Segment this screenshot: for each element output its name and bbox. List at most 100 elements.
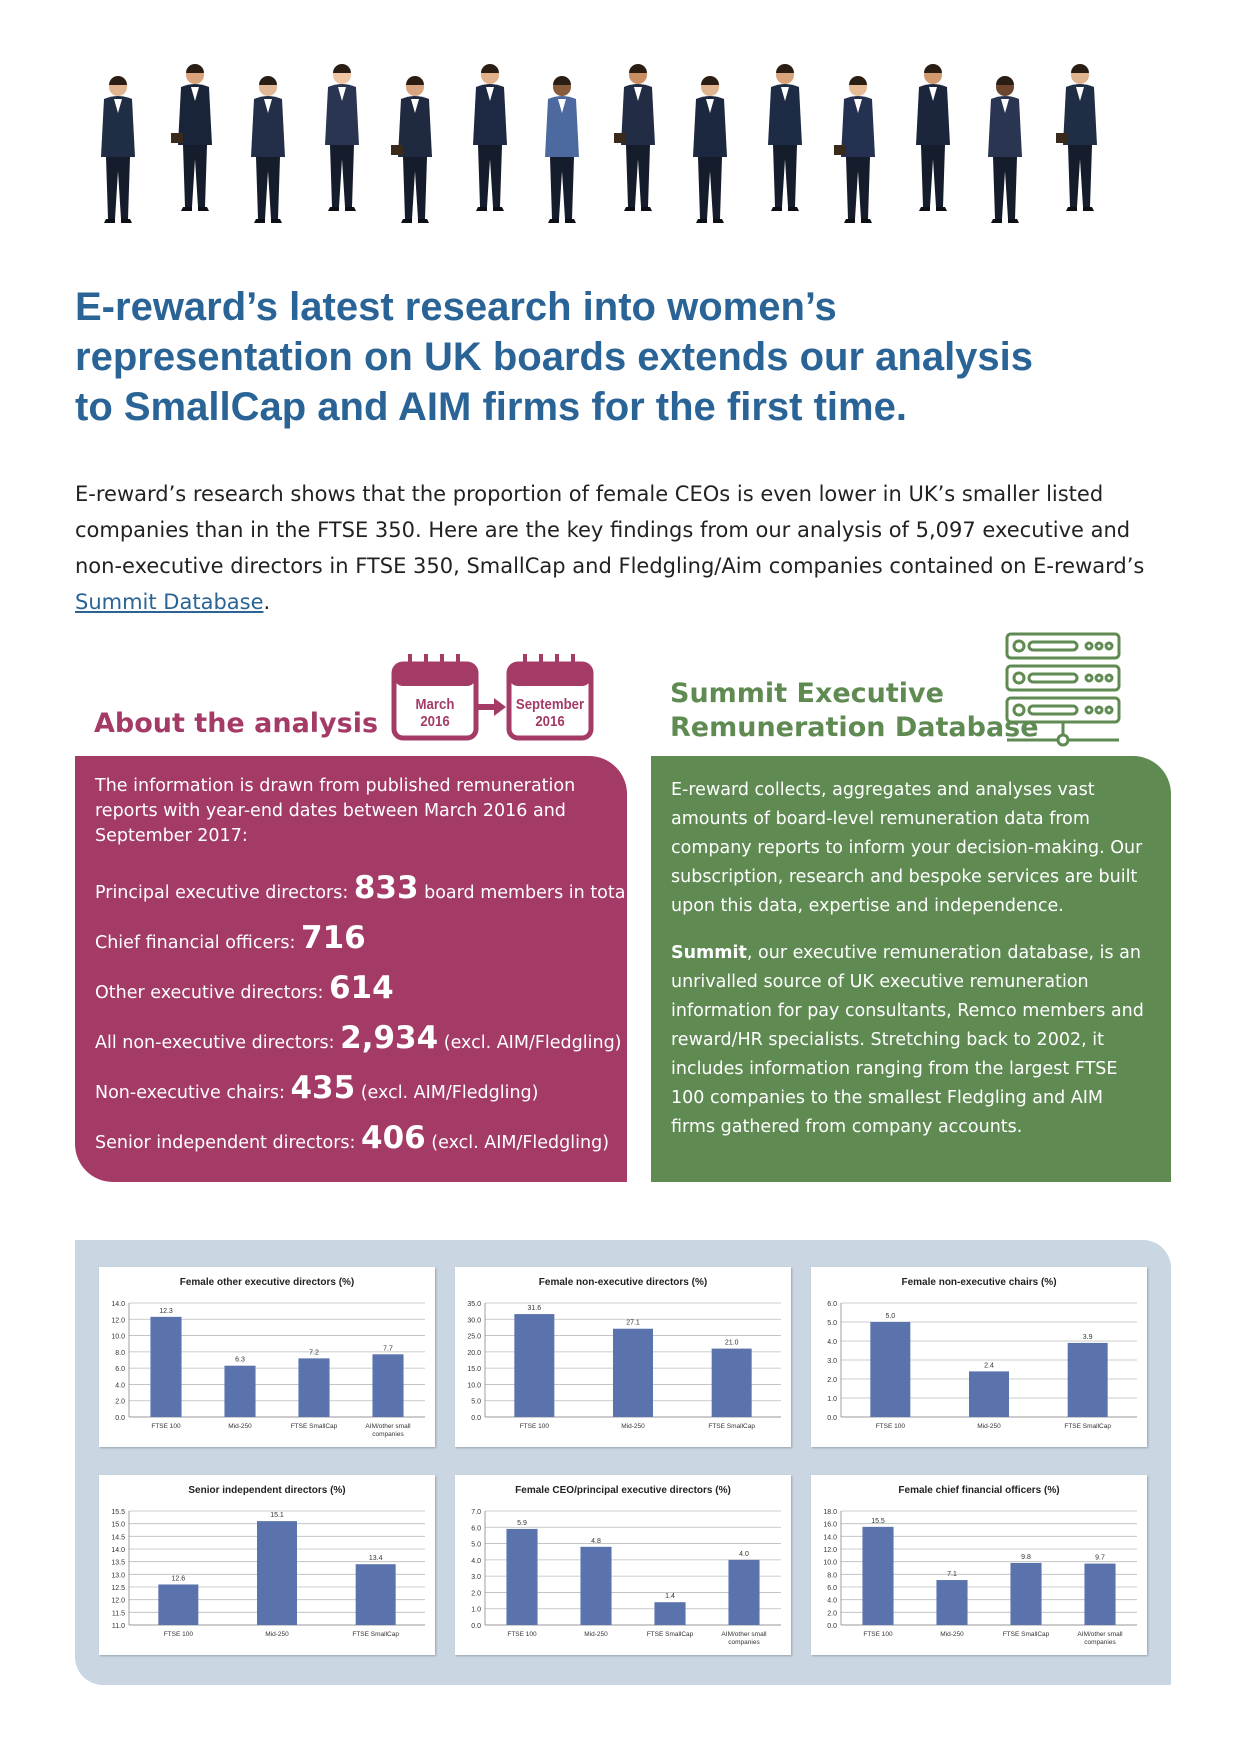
bar-ftse-smallcap [1010, 1562, 1042, 1625]
business-person-figure [834, 76, 875, 223]
x-tick-label: FTSE 100 [507, 1631, 537, 1638]
y-tick-label: 6.0 [471, 1525, 481, 1532]
chart-title: Female non-executive chairs (%) [901, 1277, 1056, 1288]
y-tick-label: 4.0 [471, 1558, 481, 1565]
y-tick-label: 2.0 [471, 1590, 481, 1597]
y-tick-label: 6.0 [827, 1585, 837, 1592]
bar-mid-250 [936, 1580, 968, 1625]
bar-ftse-smallcap [1067, 1342, 1108, 1417]
business-person-figure [251, 76, 285, 223]
summit-database-link[interactable]: Summit Database [75, 590, 264, 614]
summit-paragraph-2: Summit, our executive remuneration datab… [671, 943, 1144, 1137]
chart-title: Female CEO/principal executive directors… [515, 1485, 731, 1496]
y-tick-label: 12.0 [111, 1317, 125, 1324]
chart-female-chief-financial-officers: Female chief financial officers (%) 0.0 2.… [811, 1475, 1147, 1655]
y-tick-label: 13.0 [111, 1572, 125, 1579]
summit-database-box: E-reward collects, aggregates and analys… [651, 756, 1171, 1182]
business-person-figure [171, 64, 212, 211]
arrow-right-icon [478, 698, 506, 716]
data-label: 6.3 [235, 1357, 245, 1364]
chart-female-non-executive-chairs: Female non-executive chairs (%) 0.0 1.0 2.0… [811, 1267, 1147, 1447]
business-person-figure [473, 64, 507, 211]
data-label: 31.6 [528, 1305, 542, 1312]
y-tick-label: 14.0 [823, 1534, 837, 1541]
database-server-icon [1005, 632, 1121, 747]
x-tick-label: FTSE SmallCap [647, 1631, 694, 1638]
stat-other-executive-directors: Other executive directors: 614 [95, 970, 394, 1006]
bar-ftse-100 [514, 1314, 555, 1417]
y-tick-label: 6.0 [827, 1301, 837, 1308]
bar-chart-svg: Female chief financial officers (%) 0.0 2.… [823, 1485, 1137, 1646]
chart-title: Female non-executive directors (%) [539, 1277, 707, 1288]
data-label: 9.8 [1021, 1554, 1031, 1561]
briefcase-icon [391, 145, 403, 155]
data-label: 21.0 [725, 1340, 739, 1347]
x-tick-label: FTSE 100 [164, 1631, 194, 1638]
business-person-figure [545, 76, 579, 223]
business-person-figure [768, 64, 802, 211]
chart-title: Senior independent directors (%) [188, 1485, 345, 1496]
y-tick-label: 2.0 [115, 1399, 125, 1406]
bar-ftse-100 [150, 1316, 182, 1417]
y-tick-label: 1.0 [827, 1396, 837, 1403]
x-tick-label: Mid-250 [584, 1631, 608, 1638]
x-tick-label: FTSE SmallCap [1003, 1631, 1050, 1638]
chart-female-other-executive-directors: Female other executive directors (%) 0.0 2… [99, 1267, 435, 1447]
briefcase-icon [614, 133, 626, 143]
y-tick-label: 15.0 [467, 1366, 481, 1373]
stat-non-executive-chairs: Non-executive chairs: 435 (excl. AIM/Fle… [95, 1070, 539, 1106]
x-tick-label: AIM/other small [365, 1423, 411, 1430]
chart-title: Female other executive directors (%) [180, 1277, 355, 1288]
x-tick-label: FTSE SmallCap [291, 1423, 338, 1430]
data-label: 7.1 [947, 1571, 957, 1578]
calendar-from-label: March 2016 [415, 696, 455, 730]
data-label: 5.0 [885, 1313, 895, 1320]
y-tick-label: 3.0 [827, 1358, 837, 1365]
data-label: 1.4 [665, 1593, 675, 1600]
y-tick-label: 7.0 [471, 1509, 481, 1516]
data-label: 15.5 [871, 1518, 885, 1525]
bar-ftse-smallcap [654, 1602, 686, 1625]
calendar-icon [506, 654, 594, 741]
x-tick-label: AIM/other small [721, 1631, 767, 1638]
y-tick-label: 11.5 [112, 1610, 125, 1617]
x-tick-label: FTSE 100 [520, 1423, 550, 1430]
data-label: 3.9 [1083, 1334, 1093, 1341]
y-tick-label: 1.0 [471, 1607, 481, 1614]
chart-senior-independent-directors: Senior independent directors (%) 11.0 11.5… [99, 1475, 435, 1655]
bar-aim-other-small-companies [372, 1354, 404, 1417]
briefcase-icon [1056, 133, 1068, 143]
y-tick-label: 0.0 [471, 1623, 481, 1630]
data-label: 9.7 [1095, 1555, 1105, 1562]
y-tick-label: 5.0 [827, 1320, 837, 1327]
about-intro-text: The information is drawn from published … [95, 776, 576, 846]
y-tick-label: 5.0 [471, 1542, 481, 1549]
calendar-to-label: September 2016 [515, 696, 585, 730]
x-tick-label: FTSE 100 [151, 1423, 181, 1430]
data-label: 7.2 [309, 1349, 319, 1356]
intro-paragraph: E-reward’s research shows that the propo… [75, 476, 1175, 620]
bar-mid-250 [580, 1546, 612, 1625]
y-tick-label: 12.5 [111, 1585, 125, 1592]
bar-chart-svg: Female other executive directors (%) 0.0 2… [111, 1277, 425, 1438]
stat-non-executive-directors: All non-executive directors: 2,934 (excl… [95, 1020, 622, 1056]
y-tick-label: 6.0 [115, 1366, 125, 1373]
business-person-figure [693, 76, 727, 223]
stat-chief-financial-officers: Chief financial officers: 716 [95, 920, 366, 956]
y-tick-label: 30.0 [467, 1317, 481, 1324]
calendar-from: March 2016 [390, 652, 480, 742]
business-person-figure [988, 76, 1022, 223]
x-tick-label: FTSE SmallCap [708, 1423, 755, 1430]
y-tick-label: 0.0 [471, 1415, 481, 1422]
briefcase-icon [834, 145, 846, 155]
page-title: E-reward’s latest research into women’s … [75, 285, 1034, 429]
y-tick-label: 2.0 [827, 1610, 837, 1617]
y-tick-label: 0.0 [115, 1415, 125, 1422]
bar-ftse-100 [506, 1528, 538, 1625]
bar-ftse-smallcap [355, 1564, 396, 1625]
business-person-figure [101, 76, 135, 223]
bar-ftse-smallcap [711, 1348, 752, 1417]
business-person-figure [391, 76, 432, 223]
y-tick-label: 14.0 [111, 1547, 125, 1554]
x-tick-label: Mid-250 [977, 1423, 1001, 1430]
